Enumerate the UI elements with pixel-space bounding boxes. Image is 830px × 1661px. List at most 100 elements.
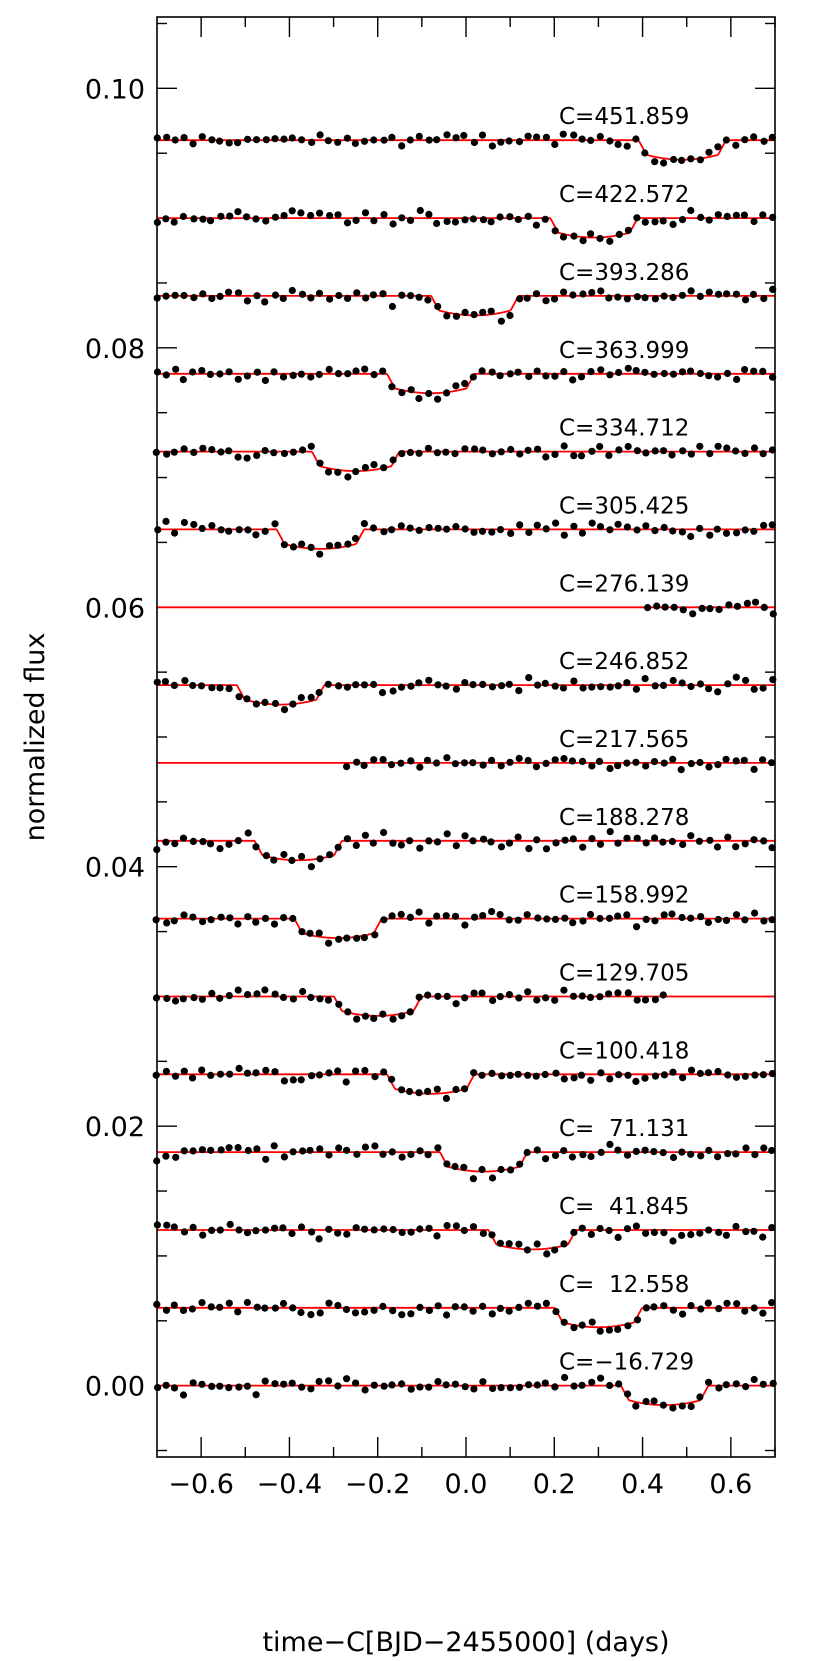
flux-point (597, 1069, 605, 1077)
flux-point (388, 1075, 396, 1083)
flux-point (361, 365, 369, 373)
flux-point (606, 237, 614, 245)
flux-point (687, 206, 695, 215)
flux-point (587, 1230, 596, 1238)
flux-point (344, 370, 352, 378)
flux-point (678, 156, 686, 164)
flux-point (478, 527, 487, 535)
flux-point (615, 1071, 623, 1079)
flux-point (406, 1087, 414, 1096)
flux-point (253, 292, 261, 300)
flux-point (514, 916, 522, 924)
flux-point (523, 1246, 532, 1254)
flux-point (452, 134, 460, 142)
flux-point (161, 678, 169, 686)
flux-point (216, 370, 224, 378)
flux-point (198, 367, 206, 375)
flux-point (487, 218, 495, 226)
flux-point (298, 136, 306, 144)
flux-point (542, 372, 550, 380)
flux-point (416, 1303, 424, 1311)
flux-point (488, 756, 496, 765)
flux-point (742, 1383, 750, 1391)
flux-point (370, 217, 378, 225)
flux-point (596, 914, 604, 923)
flux-point (307, 373, 315, 381)
flux-point (361, 1143, 369, 1151)
flux-point (651, 447, 659, 455)
flux-point (217, 448, 225, 456)
flux-point (225, 527, 233, 535)
flux-point (170, 1223, 178, 1231)
flux-point (697, 1152, 705, 1160)
flux-point (280, 850, 288, 859)
flux-point (705, 148, 713, 156)
flux-point (252, 843, 260, 851)
flux-point (632, 1147, 640, 1155)
flux-point (678, 291, 687, 299)
flux-point (199, 444, 207, 452)
flux-point (170, 917, 178, 925)
flux-point (651, 1072, 660, 1080)
flux-point (189, 1223, 197, 1231)
flux-point (243, 1069, 252, 1077)
flux-point (289, 995, 297, 1003)
flux-point (489, 1384, 497, 1393)
flux-point (234, 986, 242, 994)
flux-point (696, 1069, 705, 1078)
flux-point (641, 218, 649, 226)
flux-point (261, 698, 269, 707)
flux-point (479, 308, 487, 316)
flux-point (171, 1072, 180, 1080)
flux-point (207, 916, 215, 924)
x-tick-label: 0.0 (445, 1469, 488, 1500)
flux-point (360, 137, 369, 145)
flux-point (714, 1067, 722, 1076)
flux-point (669, 1068, 677, 1076)
flux-point (732, 757, 740, 765)
flux-point (416, 844, 424, 852)
flux-point (705, 1226, 713, 1234)
flux-point (460, 1163, 468, 1171)
flux-point (271, 1304, 279, 1312)
flux-point (299, 1147, 307, 1155)
flux-point (587, 1152, 595, 1161)
flux-point (234, 208, 242, 216)
flux-point (171, 291, 179, 299)
flux-point (307, 693, 315, 702)
light-curve-series: C=393.286 (153, 260, 777, 325)
flux-point (443, 1160, 451, 1168)
flux-point (425, 210, 433, 218)
flux-point (216, 137, 224, 145)
epoch-label: C=−16.729 (559, 1350, 694, 1376)
flux-point (299, 446, 307, 454)
flux-point (596, 234, 604, 243)
flux-point (750, 217, 758, 226)
flux-point (343, 219, 352, 227)
flux-point (568, 1153, 577, 1161)
flux-point (325, 1377, 333, 1385)
flux-point (379, 756, 387, 764)
flux-point (668, 451, 676, 459)
flux-point (769, 610, 777, 618)
flux-point (244, 991, 252, 999)
flux-point (524, 988, 532, 996)
flux-point (488, 368, 496, 376)
flux-point (369, 839, 377, 847)
flux-point (588, 519, 596, 527)
light-curve-series: C=334.712 (152, 416, 777, 481)
flux-point (324, 468, 333, 476)
flux-point (207, 1303, 215, 1311)
flux-point (443, 312, 451, 320)
flux-point (216, 994, 224, 1002)
flux-point (542, 1155, 550, 1163)
flux-point (443, 389, 451, 397)
flux-point (588, 1318, 596, 1326)
flux-point (234, 375, 242, 383)
flux-point (461, 679, 469, 687)
flux-point (579, 290, 587, 298)
flux-point (723, 212, 731, 220)
flux-point (234, 837, 242, 845)
flux-point (669, 676, 677, 685)
flux-point (398, 1086, 406, 1094)
